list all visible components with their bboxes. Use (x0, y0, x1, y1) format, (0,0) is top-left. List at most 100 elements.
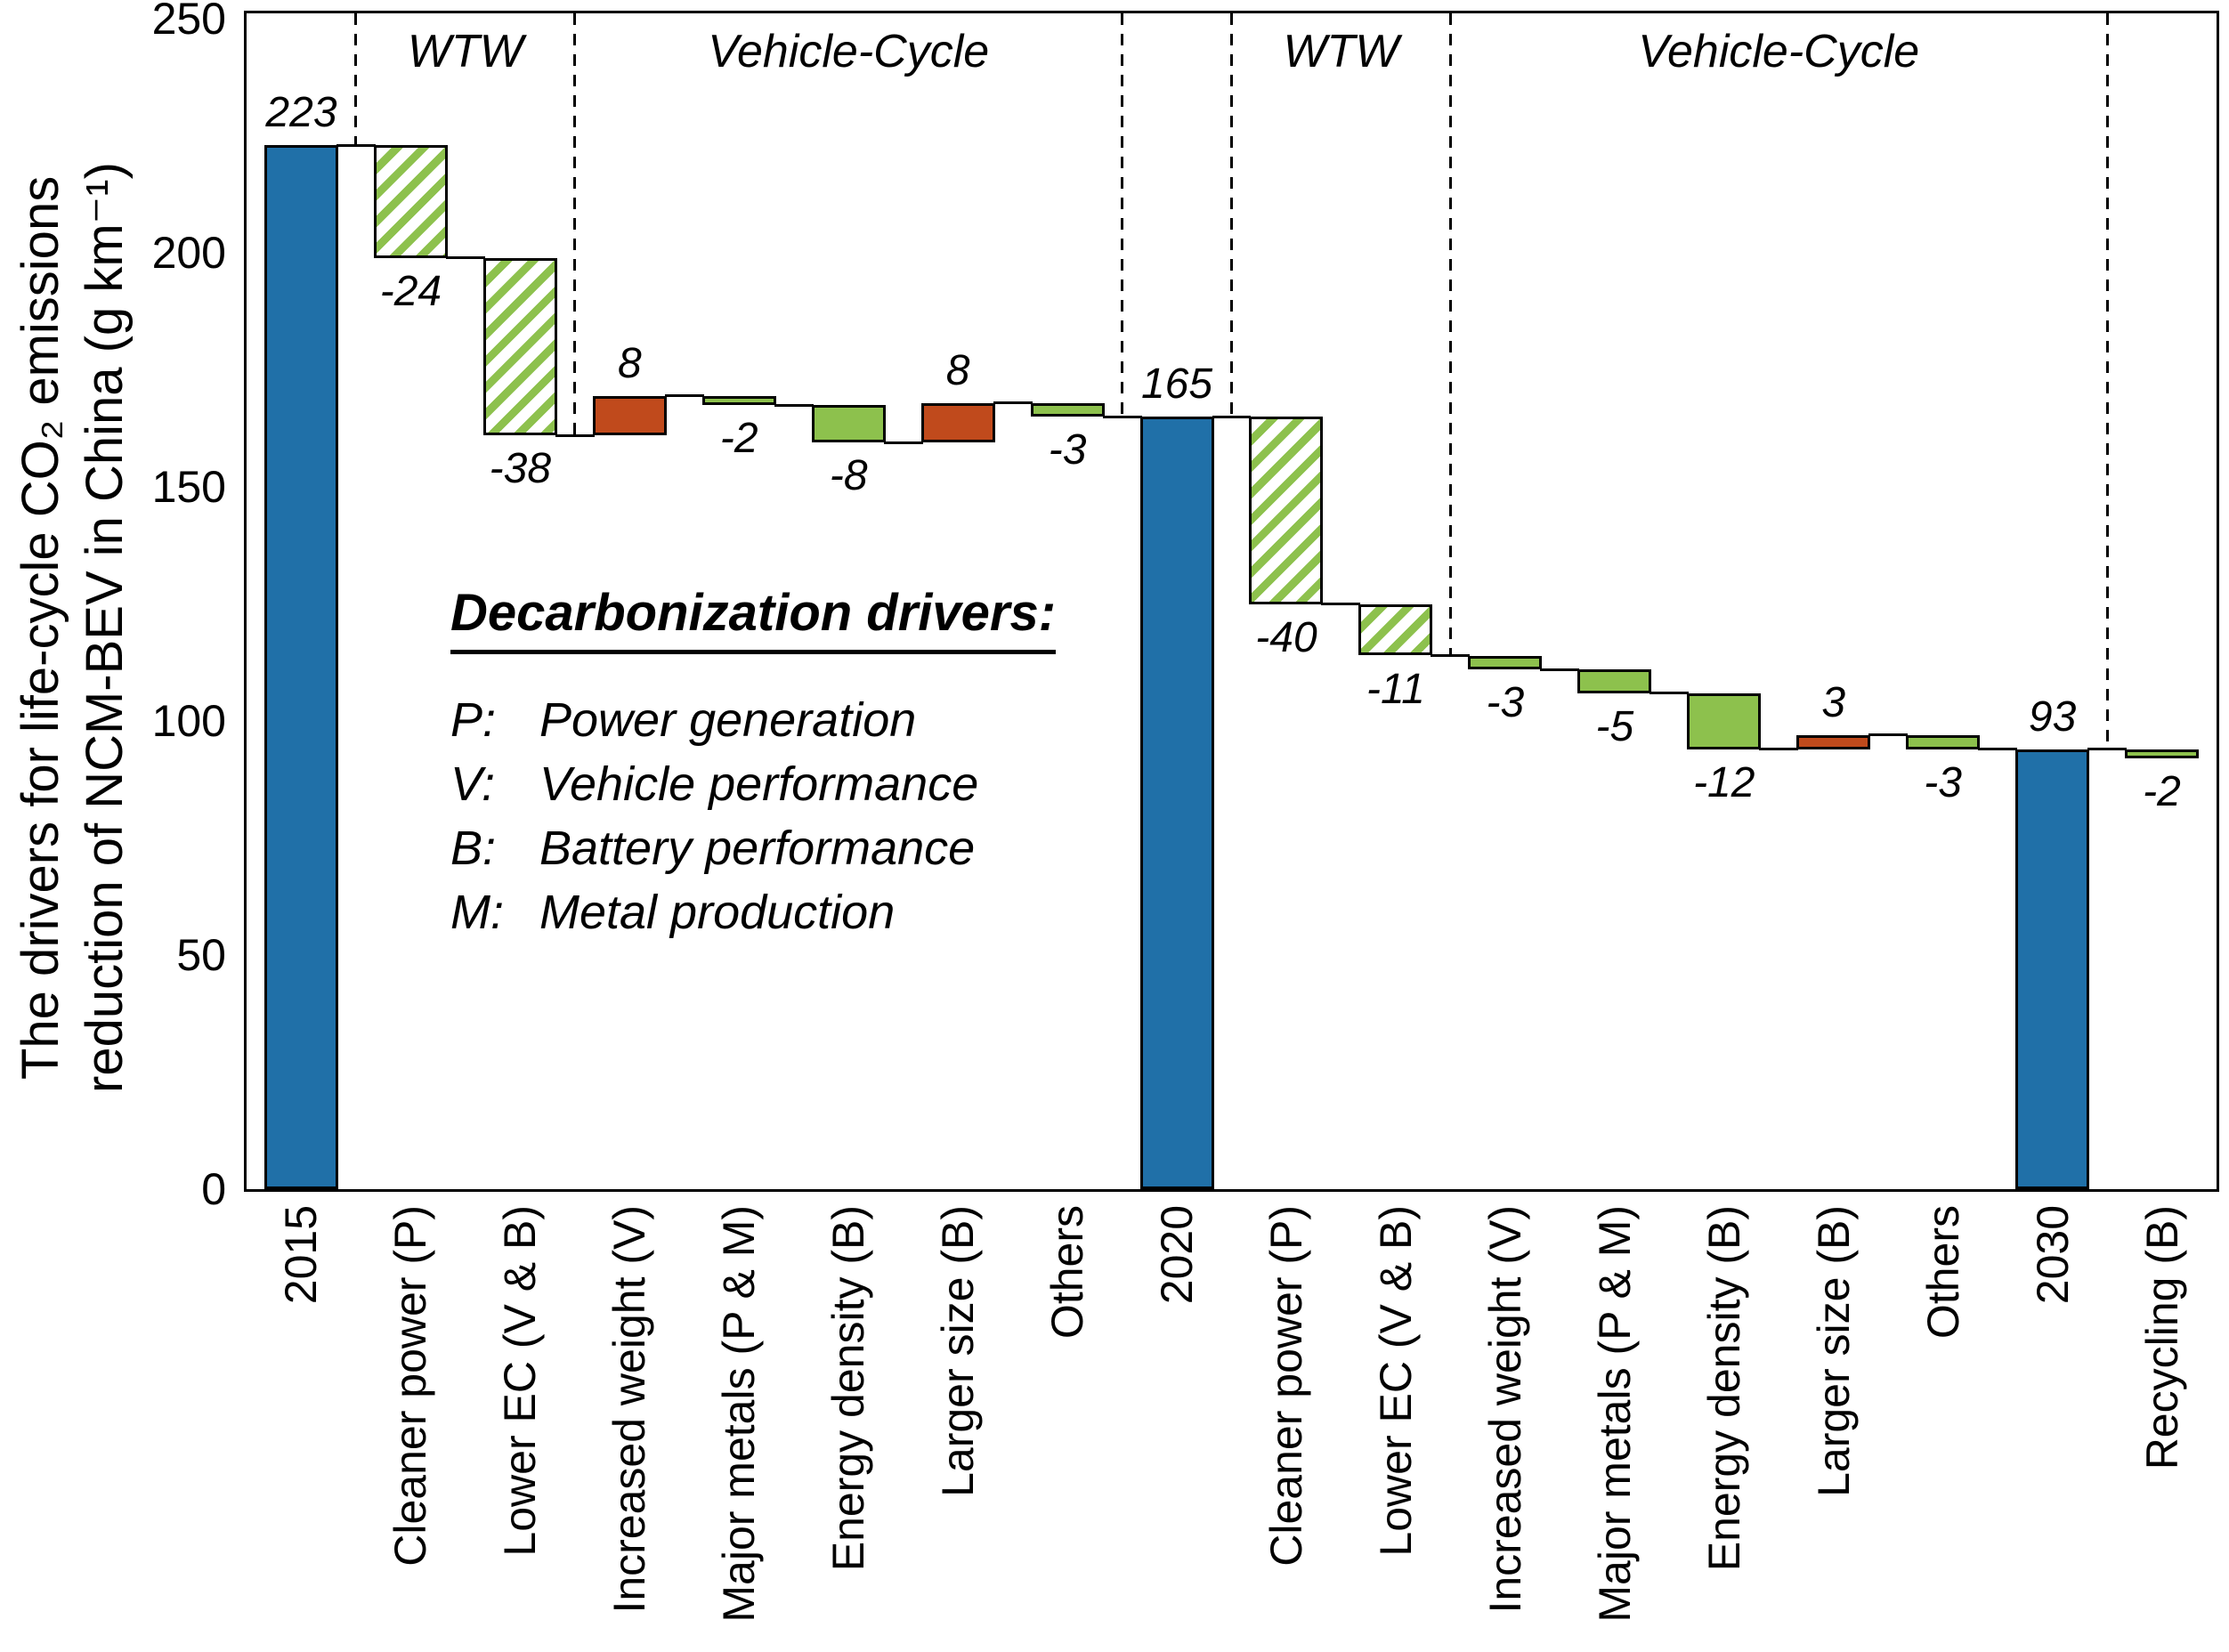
legend-item-key: V: (450, 757, 496, 811)
y-axis-label: The drivers for life-cycle CO₂ emissions… (9, 36, 137, 1219)
waterfall-connector (774, 403, 814, 407)
y-axis-tick-label: 150 (151, 462, 226, 513)
legend-item: M: Metal production (450, 880, 1056, 944)
x-axis-category-label: Major metals (P & M) (1589, 1205, 1640, 1623)
x-axis-category-label: Recycling (B) (2136, 1205, 2187, 1470)
legend-item: V: Vehicle performance (450, 752, 1056, 816)
x-axis-category-label: Cleaner power (P) (385, 1205, 436, 1567)
x-axis-category-label: Energy density (B) (1698, 1205, 1749, 1572)
bar-2020 (1139, 417, 1214, 1189)
section-divider-dashed-line (1230, 13, 1233, 417)
waterfall-connector (883, 441, 923, 444)
bar-value-label: -12 (1693, 758, 1755, 806)
bar-energy-density-b (811, 405, 886, 443)
bar-value-label: 223 (265, 89, 337, 137)
x-axis-category-label: Others (1042, 1205, 1093, 1340)
section-divider-dashed-line (1448, 13, 1452, 656)
waterfall-connector (993, 401, 1033, 405)
bar-value-label: 93 (2028, 692, 2077, 741)
bar-major-metals-p-m (701, 395, 776, 406)
legend-item-description: Battery performance (539, 822, 976, 875)
bar-recycling-b (2125, 749, 2200, 759)
bar-value-label: -2 (2143, 768, 2181, 816)
bar-larger-size-b (920, 402, 995, 443)
section-header: Vehicle-Cycle (708, 26, 990, 77)
waterfall-connector (1212, 415, 1252, 418)
bar-value-label: -5 (1595, 702, 1634, 750)
waterfall-connector (664, 394, 704, 398)
x-axis-category-label: Lower EC (V & B) (1370, 1205, 1421, 1557)
x-axis-category-label: 2030 (2027, 1205, 2078, 1305)
bar-2015 (263, 145, 338, 1189)
y-axis-tick-label: 200 (151, 228, 226, 279)
x-axis-category-label: Larger size (B) (933, 1205, 984, 1497)
bar-value-label: -24 (379, 267, 442, 315)
y-axis-label-line-2: reduction of NCM-BEV in China (g km⁻¹) (76, 162, 134, 1093)
bar-value-label: -11 (1366, 665, 1425, 713)
bar-2030 (2015, 749, 2090, 1189)
x-axis-category-label: Cleaner power (P) (1260, 1205, 1311, 1567)
x-axis-category-label: Others (1917, 1205, 1968, 1340)
bar-value-label: 3 (1821, 678, 1846, 726)
waterfall-connector (555, 433, 595, 437)
y-axis-label-line-1: The drivers for life-cycle CO₂ emissions (12, 175, 69, 1080)
legend-items: P: Power generation V: Vehicle performance B… (450, 688, 1056, 944)
bar-value-label: -3 (1048, 426, 1087, 474)
legend-item-description: Vehicle performance (539, 757, 979, 811)
section-divider-dashed-line (354, 13, 358, 146)
x-axis-category-label: 2015 (276, 1205, 327, 1305)
bar-major-metals-p-m (1577, 669, 1652, 693)
bar-cleaner-power-p (1249, 417, 1324, 604)
bar-lower-ec-v-b (482, 257, 557, 436)
waterfall-connector (1431, 654, 1471, 657)
section-divider-dashed-line (2105, 13, 2109, 749)
waterfall-connector (2087, 748, 2128, 751)
bar-value-label: 8 (617, 339, 642, 387)
bar-value-label: -3 (1924, 758, 1962, 806)
waterfall-connector (1102, 415, 1142, 418)
bar-increased-weight-v (592, 395, 667, 436)
x-axis-category-label: Major metals (P & M) (714, 1205, 765, 1623)
waterfall-connector (1321, 603, 1361, 606)
waterfall-connector (1649, 692, 1690, 695)
x-axis-category-label: Increased weight (V) (1479, 1205, 1530, 1614)
bar-value-label: -38 (489, 445, 552, 493)
waterfall-connector (1540, 668, 1580, 671)
section-divider-dashed-line (1121, 13, 1124, 417)
bar-larger-size-b (1796, 734, 1871, 749)
bar-value-label: -8 (829, 452, 868, 500)
x-axis-category-label: Larger size (B) (1808, 1205, 1859, 1497)
bar-value-label: -3 (1486, 679, 1525, 727)
bar-value-label: 165 (1140, 360, 1213, 409)
section-header: WTW (1283, 26, 1399, 77)
bar-value-label: 8 (945, 346, 970, 394)
waterfall-connector (1868, 733, 1909, 737)
bar-lower-ec-v-b (1358, 603, 1433, 656)
y-axis-tick-label: 100 (151, 696, 226, 747)
legend-item-description: Metal production (539, 886, 896, 939)
waterfall-connector (1978, 748, 2018, 751)
bar-others (1906, 734, 1981, 749)
legend-item-key: P: (450, 693, 497, 747)
waterfall-connector (445, 256, 485, 259)
waterfall-connector (336, 143, 376, 147)
x-axis-category-label: Energy density (B) (823, 1205, 874, 1572)
section-header: Vehicle-Cycle (1638, 26, 1920, 77)
section-divider-dashed-line (573, 13, 577, 436)
bar-others (1030, 402, 1105, 417)
bar-cleaner-power-p (373, 145, 448, 258)
x-axis-category-label: Increased weight (V) (604, 1205, 655, 1614)
bar-value-label: -2 (719, 415, 758, 463)
bar-value-label: -40 (1255, 613, 1317, 661)
waterfall-connector (1759, 748, 1799, 751)
y-axis-tick-label: 0 (201, 1164, 226, 1214)
section-header: WTW (407, 26, 523, 77)
y-axis-tick-label: 250 (151, 0, 226, 45)
legend: Decarbonization drivers: P: Power generat… (450, 583, 1057, 944)
bar-increased-weight-v (1468, 655, 1543, 670)
legend-item-key: M: (450, 886, 504, 939)
legend-title: Decarbonization drivers: (450, 583, 1057, 654)
y-axis-tick-label: 50 (176, 930, 226, 981)
bar-energy-density-b (1687, 692, 1762, 749)
